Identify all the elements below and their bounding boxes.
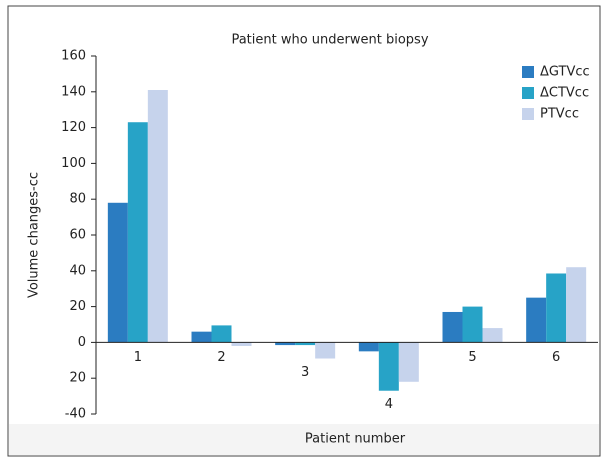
bar: [231, 342, 252, 346]
bar: [442, 311, 463, 343]
y-tick-label: 60: [69, 228, 86, 243]
bar: [107, 202, 128, 343]
legend-swatch: [522, 108, 534, 120]
bar: [295, 342, 316, 346]
x-tick-label: 1: [134, 350, 142, 365]
chart-title: Patient who underwent biopsy: [231, 33, 428, 48]
bar: [462, 306, 483, 343]
bar: [566, 267, 587, 343]
legend-swatch: [522, 87, 534, 99]
y-tick-label: 20: [69, 299, 86, 314]
y-tick-label: -40: [65, 407, 86, 422]
x-tick-label: 2: [217, 350, 225, 365]
bar: [275, 342, 296, 346]
legend-label: ΔCTVcc: [540, 86, 589, 101]
bar: [526, 297, 547, 343]
bar: [482, 328, 503, 343]
x-tick-label: 6: [552, 350, 560, 365]
footer-band: [9, 424, 599, 455]
bar: [147, 90, 168, 343]
y-tick-label: 20: [69, 371, 86, 386]
chart-frame: [7, 5, 601, 457]
legend-label: PTVcc: [540, 107, 579, 122]
y-tick-label: 100: [61, 156, 86, 171]
y-tick-label: 140: [61, 84, 86, 99]
y-axis-label: Volume changes-cc: [27, 172, 42, 298]
bar: [378, 342, 399, 391]
bar: [191, 331, 212, 343]
y-tick-label: 160: [61, 49, 86, 64]
y-tick-label: 0: [78, 335, 86, 350]
bar: [315, 342, 336, 359]
bar: [398, 342, 419, 382]
bar: [358, 342, 379, 352]
y-tick-label: 80: [69, 192, 86, 207]
x-tick-label: 4: [385, 397, 393, 412]
bar: [546, 273, 567, 343]
bar: [211, 325, 232, 343]
x-axis-label: Patient number: [305, 432, 406, 447]
y-tick-label: 120: [61, 120, 86, 135]
x-tick-label: 5: [468, 350, 476, 365]
y-tick-label: 40: [69, 263, 86, 278]
legend-swatch: [522, 66, 534, 78]
legend-label: ΔGTVcc: [540, 65, 590, 80]
x-tick-label: 3: [301, 365, 309, 380]
bar: [127, 122, 148, 343]
